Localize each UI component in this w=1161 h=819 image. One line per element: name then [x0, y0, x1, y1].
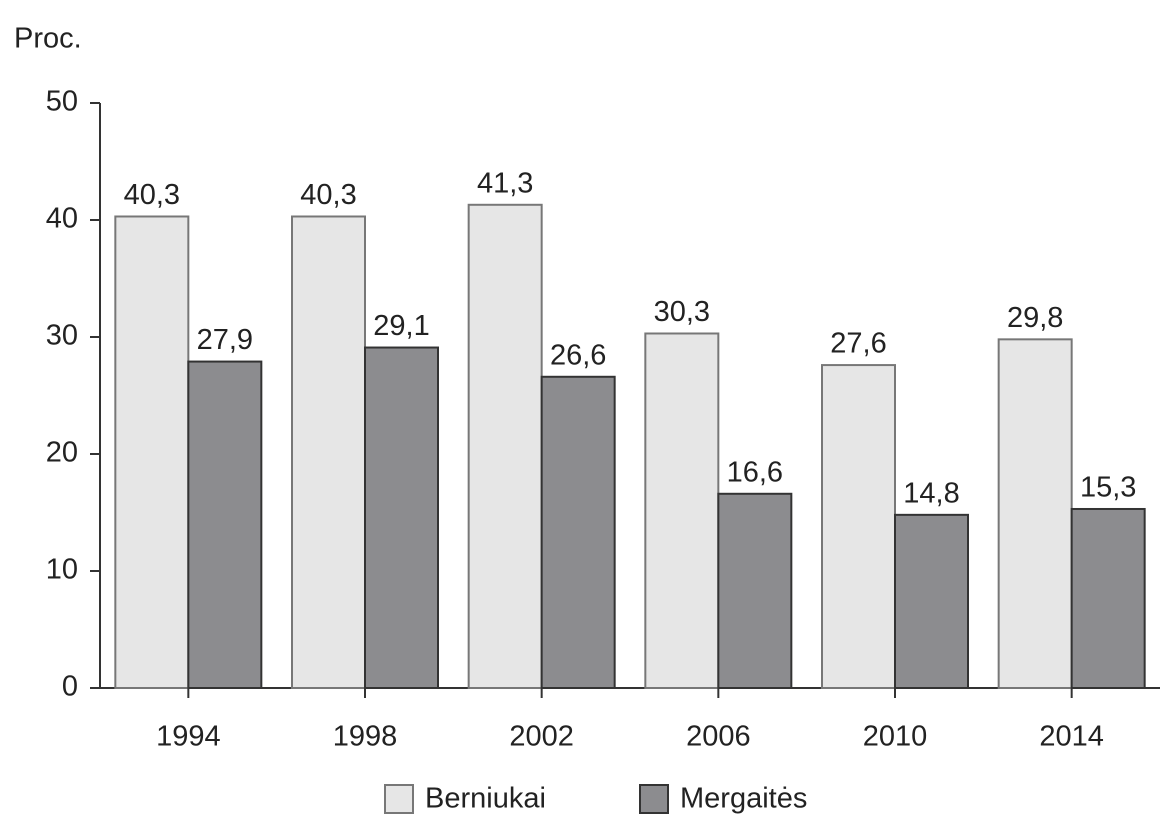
legend-swatch — [639, 784, 669, 814]
y-tick-label: 0 — [62, 671, 78, 703]
bar — [540, 375, 616, 689]
value-label: 27,9 — [197, 324, 253, 356]
bar — [894, 513, 969, 690]
bar — [997, 338, 1073, 689]
x-tick-label: 2002 — [509, 721, 574, 753]
x-tick-label: 2014 — [1039, 721, 1104, 753]
y-tick-label: 50 — [46, 86, 78, 118]
value-label: 27,6 — [830, 328, 886, 360]
legend-label: Berniukai — [425, 783, 546, 815]
y-tick-label: 30 — [46, 320, 78, 352]
x-tick-label: 2010 — [863, 721, 928, 753]
x-tick-label: 1994 — [156, 721, 221, 753]
y-tick-label: 40 — [46, 203, 78, 235]
value-label: 30,3 — [654, 296, 710, 328]
legend-label: Mergaitės — [680, 783, 807, 815]
bar — [364, 346, 439, 689]
bar — [821, 364, 896, 689]
value-label: 40,3 — [300, 179, 356, 211]
legend-swatch — [384, 784, 414, 814]
y-axis-label: Proc. — [14, 23, 82, 55]
bar — [1070, 507, 1146, 689]
bar — [467, 203, 543, 689]
y-tick-label: 10 — [46, 554, 78, 586]
bar — [644, 332, 720, 689]
value-label: 16,6 — [727, 456, 783, 488]
bar — [717, 492, 793, 689]
value-label: 29,8 — [1007, 302, 1063, 334]
value-label: 14,8 — [903, 477, 959, 509]
bar — [114, 215, 190, 690]
bar — [291, 215, 366, 690]
y-tick-label: 20 — [46, 437, 78, 469]
x-tick-label: 1998 — [333, 721, 398, 753]
value-label: 29,1 — [373, 310, 429, 342]
value-label: 40,3 — [124, 179, 180, 211]
bar — [187, 360, 263, 689]
value-label: 41,3 — [477, 167, 533, 199]
value-label: 15,3 — [1080, 472, 1136, 504]
x-tick-label: 2006 — [686, 721, 751, 753]
value-label: 26,6 — [550, 339, 606, 371]
